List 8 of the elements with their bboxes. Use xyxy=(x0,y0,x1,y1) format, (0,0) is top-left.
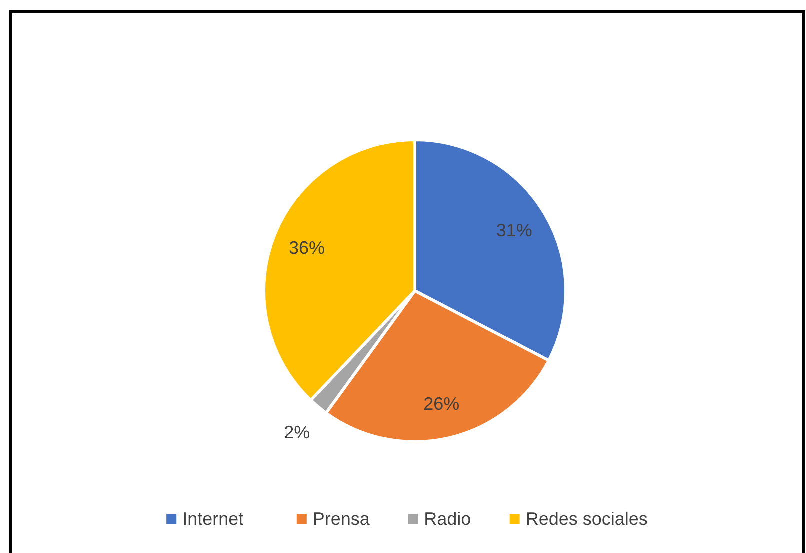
data-label: 2% xyxy=(284,422,310,443)
legend-label: Prensa xyxy=(312,509,371,529)
data-label: 36% xyxy=(289,238,326,258)
legend-label: Redes sociales xyxy=(526,509,648,529)
data-label: 31% xyxy=(496,220,532,241)
legend-label: Internet xyxy=(182,509,244,529)
data-label: 26% xyxy=(424,394,460,414)
legend-label: Radio xyxy=(424,509,472,529)
